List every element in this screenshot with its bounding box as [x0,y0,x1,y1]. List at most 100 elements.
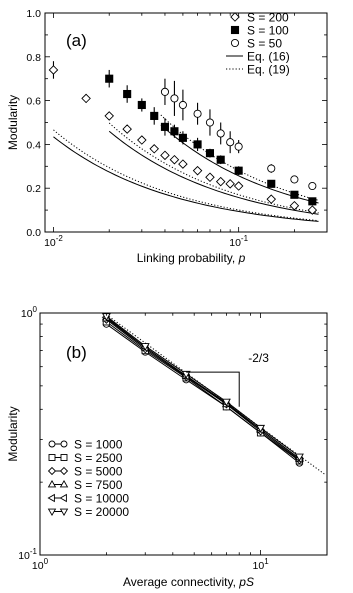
legend-marker [59,466,69,476]
data-point [178,133,187,142]
panel-a: 10-2 10-1 0.0 0.2 0.4 0.6 0.8 1.0 Linking probab… [6,8,328,265]
data-point [160,87,170,96]
x-tick-label: 10-2 [44,234,63,249]
data-point [266,194,277,204]
data-point [294,453,304,462]
slope-annotation: -2/3 [248,351,269,365]
data-point [290,190,299,199]
data-point [233,181,244,191]
x-tick-label: 10-1 [229,234,248,249]
data-point [123,89,132,99]
legend-label: Eq. (19) [247,63,290,77]
data-point [104,111,114,121]
data-point [307,205,318,215]
y-tick-label: 0.8 [26,52,41,64]
y-tick-label: 1.0 [26,8,41,20]
panel-label: (b) [66,343,87,362]
series-s100 [105,69,317,206]
x-axis-label: Linking probability, p [137,251,246,265]
theory-curve [53,129,319,222]
data-point [234,142,243,151]
y-tick-label: 100 [21,305,38,320]
series-line [106,315,300,458]
data-point [149,144,159,154]
data-point [150,111,159,120]
data-point [234,166,243,175]
legend-label: Eq. (16) [247,50,290,64]
data-point [160,122,170,131]
plot-frame [44,12,328,233]
y-tick-label: 0.2 [26,183,41,195]
data-point [169,154,180,165]
data-point [215,176,226,187]
legend-marker [47,479,57,488]
legend-marker [48,440,56,448]
y-tick-label: 0.0 [26,227,41,239]
data-point [267,164,276,173]
x-tick-label: 101 [253,557,270,572]
y-tick-label: 0.6 [26,96,41,108]
series-line [106,316,300,460]
y-tick-label: 0.4 [26,139,41,151]
series-line [106,321,300,462]
legend-marker [60,454,68,461]
data-point [170,94,179,103]
data-point [216,155,225,164]
legend-label: S = 7500 [74,478,123,492]
data-point [193,109,202,118]
data-point [81,93,91,104]
data-point [205,172,215,183]
legend-label: S = 200 [247,11,289,25]
data-point [216,129,225,138]
slope-triangle [186,371,240,407]
legend-label: S = 10000 [74,492,129,506]
data-point [137,100,146,110]
legend-marker [60,440,68,448]
data-point [290,175,299,184]
legend-marker [47,466,57,476]
y-axis-label: Modularity [6,95,20,150]
y-axis-label: Modularity [6,406,20,461]
theory-curve [53,136,319,222]
data-point [193,140,202,149]
legend-marker [47,493,55,503]
data-point [308,197,317,206]
data-point [181,370,191,379]
series-s50 [160,78,317,191]
legend-marker [48,454,56,461]
legend-marker [230,25,240,35]
x-axis-label: Average connectivity, pS [123,575,254,589]
data-point [221,398,231,407]
series-s20000 [101,313,304,462]
legend-marker [59,493,67,503]
legend-label: S = 100 [247,24,289,38]
legend-label: S = 20000 [74,505,129,519]
data-point [256,424,266,433]
legend-marker [47,508,57,517]
data-point [137,135,147,145]
data-point [160,150,170,161]
legend-marker [230,12,240,22]
series-s200 [48,61,318,215]
data-point [289,200,300,211]
legend-label: S = 2500 [74,451,123,465]
data-point [48,65,59,75]
theory-curve [108,122,319,214]
legend-marker [59,508,69,517]
panel-label: (a) [66,31,87,50]
data-point [267,179,276,188]
data-point [122,124,132,134]
data-point [105,74,114,83]
data-point [178,159,188,169]
data-point [308,181,317,191]
data-point [205,118,215,127]
legend-marker [230,38,240,48]
plot-frame [39,312,328,556]
data-point [140,343,150,351]
data-point [178,100,187,110]
y-tick-label: 10-1 [18,547,37,562]
series-line [106,323,300,464]
legend-label: S = 5000 [74,465,123,479]
